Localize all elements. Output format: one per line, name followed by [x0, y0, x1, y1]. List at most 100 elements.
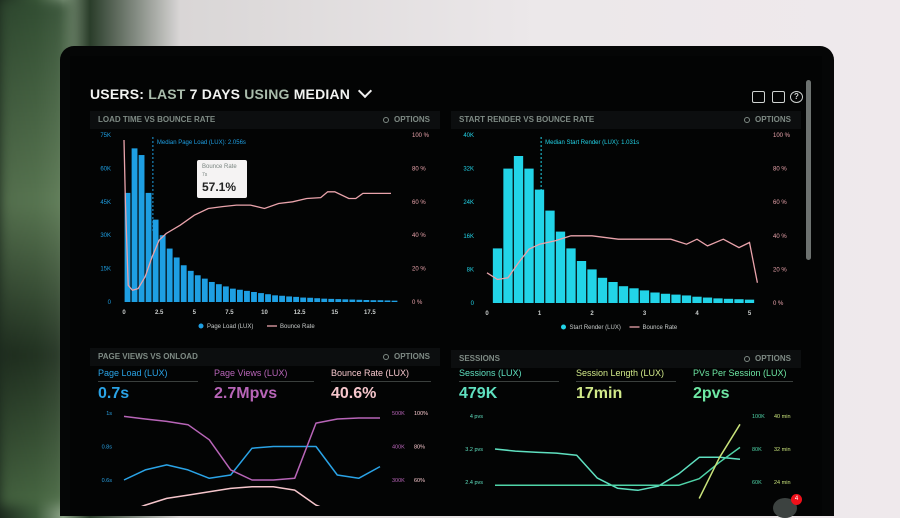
bar	[566, 248, 576, 303]
y-right-tick: 40 %	[773, 234, 787, 240]
y-right-tick: 60 %	[773, 200, 787, 206]
y-right-tick: 40 min	[774, 414, 791, 420]
metric-value: 2.7Mpvs	[214, 385, 278, 402]
bar	[356, 299, 363, 302]
panel-title: START RENDER VS BOUNCE RATE	[459, 115, 595, 124]
monitor-icon[interactable]	[752, 91, 765, 103]
bar	[384, 300, 391, 302]
chart-share-icon[interactable]	[772, 91, 785, 103]
bar	[587, 269, 597, 303]
bar	[513, 156, 524, 303]
metric-label: Bounce Rate (LUX)	[331, 368, 431, 382]
panel-header-pageviews: PAGE VIEWS VS ONLOAD OPTIONS	[90, 348, 440, 366]
bar	[265, 294, 271, 302]
bar	[229, 288, 236, 302]
y-right-tick: 20 %	[773, 267, 787, 273]
metric-label: Session Length (LUX)	[576, 368, 676, 382]
bar	[629, 288, 639, 303]
bar	[492, 248, 503, 303]
bar	[208, 281, 215, 302]
bar	[503, 168, 513, 303]
median-label: Median Page Load (LUX): 2.056s	[157, 140, 246, 146]
bar	[671, 294, 681, 303]
x-tick: 15	[331, 310, 338, 316]
x-tick: 10	[261, 310, 268, 316]
tooltip: Bounce Rate 7s 57.1%	[197, 160, 247, 198]
options-button[interactable]: OPTIONS	[382, 348, 430, 366]
bar	[335, 299, 342, 302]
y-right-tick: 400K	[392, 445, 405, 451]
metric-value: 479K	[459, 385, 498, 402]
scrollbar[interactable]	[806, 80, 811, 260]
bar	[131, 148, 138, 302]
bar	[349, 299, 356, 302]
options-button[interactable]: OPTIONS	[382, 111, 430, 129]
metric-sessions-1: Session Length (LUX) 17min	[576, 368, 676, 403]
metric-label: Page Views (LUX)	[214, 368, 314, 382]
tooltip-x: 7s	[202, 172, 208, 178]
panel-title: PAGE VIEWS VS ONLOAD	[98, 352, 198, 361]
bar	[723, 298, 734, 303]
y-left-tick: 1s	[106, 411, 112, 417]
y-left-tick: 8K	[467, 267, 474, 273]
metric-value: 17min	[576, 385, 623, 402]
gear-icon	[743, 356, 750, 362]
bar	[342, 299, 349, 302]
x-tick: 17.5	[364, 310, 376, 316]
y-left-tick: 30K	[100, 233, 111, 239]
y-left-tick: 45K	[100, 200, 111, 206]
series-line	[495, 446, 741, 487]
y-right-tick: 40 %	[412, 233, 426, 239]
bar	[391, 300, 398, 302]
y-left-tick: 16K	[463, 234, 474, 240]
tooltip-value: 57.1%	[202, 180, 237, 194]
x-tick: 5	[748, 311, 752, 317]
bar	[173, 257, 180, 302]
metric-value: 40.6%	[331, 385, 377, 402]
bar	[534, 189, 545, 303]
x-tick: 0	[485, 311, 489, 317]
metric-label: PVs Per Session (LUX)	[693, 368, 793, 382]
y-left-tick: 75K	[100, 133, 111, 139]
y-left-tick: 0	[471, 301, 475, 307]
y-left-tick: 0	[108, 300, 112, 306]
x-tick: 3	[643, 311, 647, 317]
y-right-tick: 80 %	[412, 166, 426, 172]
y-right-tick: 60%	[414, 478, 425, 484]
dashboard-title[interactable]: USERS: LAST 7 DAYS USING MEDIAN	[90, 83, 373, 102]
metric-value: 0.7s	[98, 385, 130, 402]
series-line	[140, 485, 321, 506]
metric-label: Sessions (LUX)	[459, 368, 559, 382]
help-icon[interactable]: ?	[790, 91, 803, 103]
bar	[608, 282, 618, 303]
y-right-tick: 100 %	[773, 133, 791, 139]
options-button[interactable]: OPTIONS	[743, 350, 791, 368]
metric-pageviews-2: Bounce Rate (LUX) 40.6%	[331, 368, 431, 403]
bar	[201, 278, 208, 302]
bounce-rate-line	[486, 235, 759, 283]
title-users: USERS:	[90, 86, 145, 102]
x-tick: 4	[695, 311, 699, 317]
options-label: OPTIONS	[393, 115, 430, 124]
x-tick: 0	[122, 310, 126, 316]
legend-bar-label: Page Load (LUX)	[207, 324, 253, 330]
bar	[597, 277, 608, 303]
bar	[279, 295, 285, 302]
tooltip-title: Bounce Rate	[202, 164, 237, 170]
metric-value: 2pvs	[693, 385, 730, 402]
options-label: OPTIONS	[754, 115, 791, 124]
bar	[377, 300, 384, 302]
y-right-tick: 300K	[392, 478, 405, 484]
y-right-tick: 60K	[752, 480, 762, 486]
legend-bar-swatch	[561, 324, 566, 330]
x-tick: 1	[538, 311, 542, 317]
metric-sessions-0: Sessions (LUX) 479K	[459, 368, 559, 403]
y-right-tick: 80%	[414, 445, 425, 451]
bar	[321, 298, 328, 302]
panel-title: LOAD TIME VS BOUNCE RATE	[98, 115, 216, 124]
title-range: 7 DAYS	[189, 86, 241, 102]
y-left-tick: 3.2 pvs	[465, 447, 483, 453]
bar	[194, 275, 201, 302]
options-button[interactable]: OPTIONS	[743, 111, 791, 129]
